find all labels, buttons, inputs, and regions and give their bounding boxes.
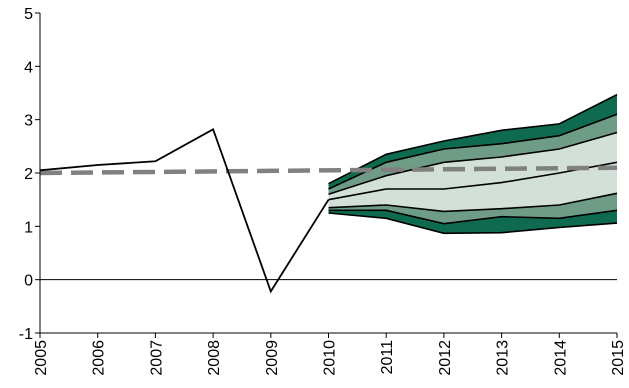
x-tick-label: 2011 <box>379 340 396 375</box>
y-tick-label: 5 <box>24 6 33 23</box>
y-tick-label: 0 <box>24 273 33 290</box>
y-tick-label: 1 <box>24 219 33 236</box>
x-axis-ticks: 2005 2006 2007 2008 2009 2010 2011 2012 2013 2014… <box>33 333 627 376</box>
y-tick-label: 4 <box>24 59 33 76</box>
y-tick-label: -1 <box>19 326 33 343</box>
x-tick-label: 2010 <box>322 340 339 376</box>
history-line <box>40 129 329 291</box>
x-tick-label: 2014 <box>552 340 569 376</box>
x-tick-label: 2015 <box>610 340 627 376</box>
y-tick-label: 2 <box>24 166 33 183</box>
x-tick-label: 2005 <box>33 340 50 376</box>
x-tick-label: 2009 <box>264 340 281 376</box>
fan-bands <box>329 95 618 234</box>
x-tick-label: 2008 <box>206 340 223 376</box>
y-tick-label: 3 <box>24 113 33 130</box>
x-tick-label: 2013 <box>495 340 512 376</box>
x-tick-label: 2006 <box>91 340 108 376</box>
x-tick-label: 2012 <box>437 340 454 376</box>
y-axis-ticks: -1 0 1 2 3 4 5 <box>19 6 40 343</box>
x-tick-label: 2007 <box>148 340 165 376</box>
